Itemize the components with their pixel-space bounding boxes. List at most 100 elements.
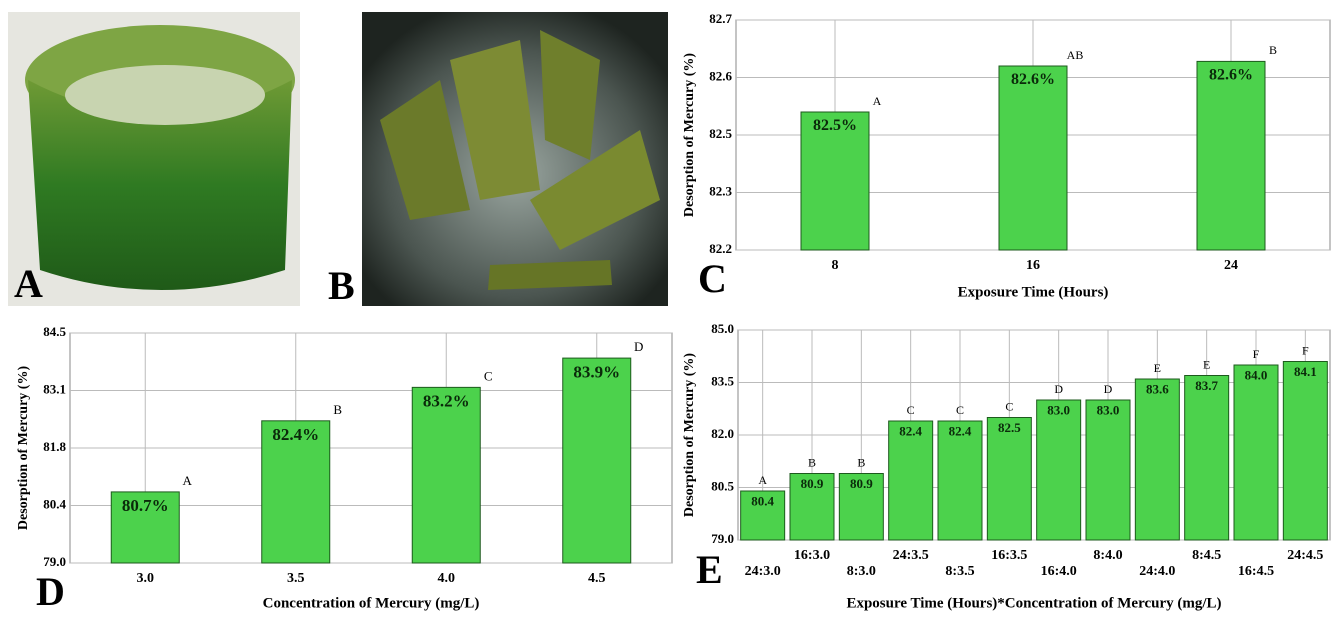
y-tick-label: 83.1 [43, 381, 66, 396]
group-letter: E [1154, 361, 1161, 375]
x-tick-label: 4.0 [438, 571, 456, 586]
bar [1197, 61, 1265, 250]
group-letter: B [808, 455, 816, 469]
x-axis-title: Exposure Time (Hours) [958, 284, 1109, 300]
value-label: 82.6% [1011, 71, 1055, 88]
x-tick-label: 16:4.0 [1041, 564, 1077, 579]
y-tick-label: 79.0 [43, 554, 66, 569]
group-letter: D [634, 339, 643, 354]
value-label: 80.9 [801, 476, 824, 491]
group-letter: B [857, 455, 865, 469]
bar [938, 421, 982, 540]
bar [1234, 365, 1278, 540]
value-label: 83.9% [573, 362, 620, 381]
group-letter: A [183, 473, 193, 488]
x-tick-label: 16:3.0 [794, 548, 830, 563]
y-tick-label: 82.6 [709, 68, 732, 83]
y-tick-label: 83.5 [711, 373, 734, 388]
panel-label: C [698, 256, 727, 301]
group-letter: B [333, 402, 342, 417]
panel-label: E [696, 547, 723, 592]
value-label: 80.9 [850, 476, 873, 491]
bar [889, 421, 933, 540]
figure: A B 82.282.382.582.682.7882.5%A1682.6%AB… [0, 0, 1339, 614]
value-label: 82.5% [813, 117, 857, 134]
group-letter: C [484, 368, 493, 383]
value-label: 82.5 [998, 420, 1021, 435]
bar [412, 387, 480, 563]
y-axis-title: Desorption of Mercury (%) [16, 366, 31, 531]
x-tick-label: 24:4.5 [1287, 548, 1323, 563]
group-letter: B [1269, 43, 1277, 57]
page: {"panels": [{"label": "A"}, {"label": "B… [0, 0, 1339, 619]
x-tick-label: 24 [1224, 258, 1238, 273]
x-tick-label: 8 [832, 258, 839, 273]
x-axis-title: Exposure Time (Hours)*Concentration of M… [846, 595, 1221, 611]
y-tick-label: 82.3 [709, 183, 732, 198]
y-axis-title: Desorption of Mercury (%) [682, 353, 697, 518]
y-axis-title: Desorption of Mercury (%) [682, 53, 697, 218]
x-tick-label: 8:3.5 [945, 564, 974, 579]
photo-b [362, 12, 668, 306]
panel-label: B [328, 263, 355, 308]
y-tick-label: 80.4 [43, 496, 66, 511]
y-tick-label: 82.5 [709, 126, 732, 141]
x-tick-label: 24:4.0 [1139, 564, 1175, 579]
x-tick-label: 24:3.0 [745, 564, 781, 579]
x-tick-label: 16 [1026, 258, 1040, 273]
y-tick-label: 82.2 [709, 241, 732, 256]
group-letter: C [1005, 399, 1013, 413]
value-label: 83.6 [1146, 382, 1169, 397]
y-tick-label: 82.0 [711, 426, 734, 441]
value-label: 83.0 [1047, 403, 1070, 418]
group-letter: AB [1067, 48, 1084, 62]
y-tick-label: 85.0 [711, 321, 734, 336]
y-tick-label: 84.5 [43, 324, 66, 339]
x-tick-label: 4.5 [588, 571, 606, 586]
value-label: 80.7% [122, 496, 169, 515]
photo-a [8, 12, 300, 306]
value-label: 82.4 [899, 424, 922, 439]
group-letter: D [1104, 382, 1113, 396]
x-tick-label: 8:4.0 [1093, 548, 1122, 563]
value-label: 82.4 [949, 424, 972, 439]
group-letter: A [758, 473, 767, 487]
bar [1037, 400, 1081, 540]
x-tick-label: 3.5 [287, 571, 305, 586]
bar [999, 66, 1067, 250]
group-letter: A [873, 94, 882, 108]
x-tick-label: 8:4.5 [1192, 548, 1221, 563]
group-letter: D [1054, 382, 1063, 396]
bar [1185, 376, 1229, 541]
y-tick-label: 79.0 [711, 531, 734, 546]
y-tick-label: 82.7 [709, 11, 732, 26]
x-axis-title: Concentration of Mercury (mg/L) [263, 595, 480, 611]
value-label: 83.7 [1195, 378, 1218, 393]
bar [1086, 400, 1130, 540]
x-tick-label: 24:3.5 [893, 548, 929, 563]
panel-label: D [36, 569, 65, 614]
value-label: 83.0 [1097, 403, 1120, 418]
group-letter: C [956, 403, 964, 417]
group-letter: E [1203, 357, 1210, 371]
group-letter: F [1253, 347, 1260, 361]
panel-label: A [14, 261, 43, 306]
x-tick-label: 16:3.5 [991, 548, 1027, 563]
value-label: 84.1 [1294, 364, 1317, 379]
bar [987, 418, 1031, 541]
value-label: 82.6% [1209, 66, 1253, 83]
bar [563, 358, 631, 563]
x-tick-label: 8:3.0 [847, 564, 876, 579]
y-tick-label: 80.5 [711, 478, 734, 493]
bar [1283, 362, 1327, 541]
y-tick-label: 81.8 [43, 439, 66, 454]
bar [1135, 379, 1179, 540]
group-letter: F [1302, 343, 1309, 357]
x-tick-label: 16:4.5 [1238, 564, 1274, 579]
value-label: 84.0 [1245, 368, 1268, 383]
value-label: 80.4 [751, 494, 774, 509]
value-label: 82.4% [272, 425, 319, 444]
x-tick-label: 3.0 [137, 571, 155, 586]
value-label: 83.2% [423, 392, 470, 411]
group-letter: C [907, 403, 915, 417]
